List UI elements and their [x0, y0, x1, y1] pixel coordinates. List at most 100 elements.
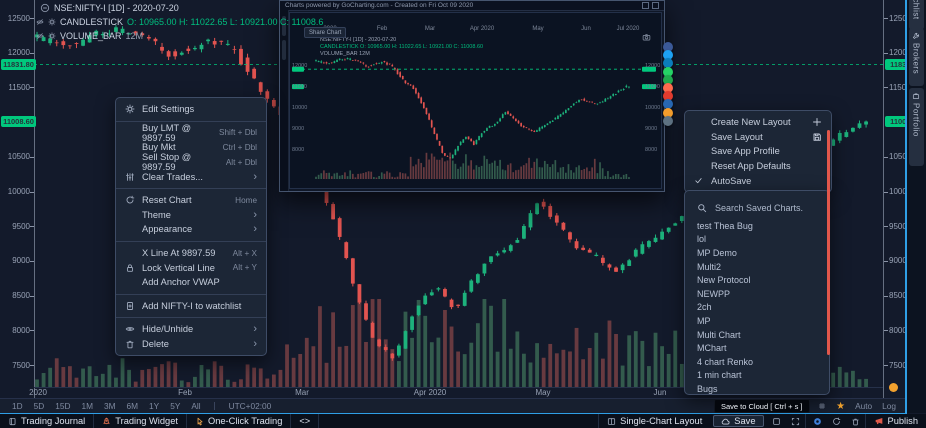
- publish-button[interactable]: Publish: [864, 414, 926, 428]
- menu-item-buy-mkt[interactable]: Buy Mkt Ctrl + Dbl: [116, 140, 266, 155]
- toolbar-button-one-click-trading[interactable]: One-Click Trading: [187, 414, 292, 428]
- single-chart-layout-button[interactable]: Single-Chart Layout: [598, 414, 710, 428]
- popup-legend-line: CANDLESTICK O: 10965.00 H: 11022.65 L: 1…: [320, 44, 484, 50]
- timeframe-button-1d[interactable]: 1D: [12, 401, 23, 412]
- saved-chart-item[interactable]: test Thea Bug: [697, 220, 753, 231]
- share-telegram-button[interactable]: [663, 58, 673, 69]
- share-linkedin-button[interactable]: [663, 99, 673, 110]
- refresh-button[interactable]: [827, 414, 846, 428]
- visibility-toggle-icon[interactable]: [36, 18, 44, 26]
- timeframe-button-3m[interactable]: 3M: [103, 401, 116, 412]
- timezone-button[interactable]: UTC+02:00: [228, 401, 272, 412]
- share-wechat-button[interactable]: [663, 74, 673, 85]
- menu-item-autosave[interactable]: AutoSave: [685, 173, 831, 188]
- share-pinterest-button[interactable]: [663, 91, 673, 102]
- menu-item-clear-trades[interactable]: Clear Trades... ›: [116, 169, 266, 184]
- watch-mode-button[interactable]: [767, 414, 786, 428]
- timeframe-button-1y[interactable]: 1Y: [149, 401, 160, 412]
- saved-chart-item[interactable]: MP Demo: [697, 247, 737, 258]
- popup-title-bar[interactable]: Charts powered by GoCharting.com - Creat…: [280, 1, 664, 11]
- saved-chart-item[interactable]: NEWPP: [697, 288, 731, 299]
- saved-chart-item[interactable]: MP: [697, 315, 711, 326]
- popup-close-icon[interactable]: [652, 2, 659, 9]
- share-blogger-button[interactable]: [663, 107, 673, 118]
- saved-chart-item[interactable]: Multi Chart: [697, 329, 741, 340]
- menu-item-add-anchor-vwap[interactable]: Add Anchor VWAP: [116, 275, 266, 290]
- share-chart-popup: Charts powered by GoCharting.com - Creat…: [279, 0, 665, 192]
- rocket-icon-slot: [102, 417, 111, 426]
- fullscreen-button[interactable]: [786, 414, 805, 428]
- menu-item-theme[interactable]: Theme ›: [116, 208, 266, 223]
- visibility-toggle-icon[interactable]: [36, 32, 44, 40]
- time-label: May: [535, 388, 551, 397]
- price-label: 10000: [7, 187, 30, 196]
- toolbar-button-trading-widget[interactable]: Trading Widget: [94, 414, 187, 428]
- saved-charts-scrollbar[interactable]: [827, 130, 830, 355]
- timeframe-button-15d[interactable]: 15D: [55, 401, 71, 412]
- saved-chart-item[interactable]: 1 min chart: [697, 370, 742, 381]
- menu-item-hide-unhide[interactable]: Hide/Unhide ›: [116, 322, 266, 337]
- pointer-icon-slot: [195, 417, 204, 426]
- toolbar-button-trading-journal[interactable]: Trading Journal: [0, 414, 95, 428]
- grid-settings-icon[interactable]: [818, 402, 826, 410]
- share-twitter-button[interactable]: [663, 50, 673, 61]
- popup-side-tab[interactable]: [282, 40, 286, 60]
- share-facebook-button[interactable]: [663, 42, 673, 52]
- timeframe-button-1m[interactable]: 1M: [81, 401, 93, 412]
- zoom-out-icon[interactable]: [40, 3, 50, 13]
- menu-item-x-line-at-9897-59[interactable]: X Line At 9897.59 Alt + X: [116, 246, 266, 261]
- study-volume-label: VOLUME_BAR: [60, 31, 122, 41]
- screen-record-button[interactable]: [808, 414, 827, 428]
- share-reddit-button[interactable]: [663, 83, 673, 93]
- clear-button[interactable]: [846, 414, 865, 428]
- sidebar-tab-portfolio[interactable]: Portfolio: [908, 88, 924, 166]
- menu-item-delete[interactable]: Delete ›: [116, 337, 266, 352]
- menu-item-buy-lmt-9897-59[interactable]: Buy LMT @ 9897.59 Shift + Dbl: [116, 123, 266, 143]
- menu-item-lock-vertical-line[interactable]: Lock Vertical Line Alt + Y: [116, 260, 266, 275]
- timeframe-button-6m[interactable]: 6M: [126, 401, 139, 412]
- share-tumblr-button[interactable]: [663, 115, 673, 126]
- camera-icon[interactable]: [642, 33, 651, 42]
- saved-chart-item[interactable]: New Protocol: [697, 275, 751, 286]
- study-settings-icon[interactable]: [48, 32, 56, 40]
- check-icon-slot: [694, 176, 711, 185]
- save-button[interactable]: Save: [713, 415, 764, 427]
- timeframe-button-5y[interactable]: 5Y: [170, 401, 181, 412]
- volume-value: 12M: [125, 31, 144, 41]
- popup-share-tab[interactable]: Share Chart: [304, 27, 347, 38]
- publish-button-label: Publish: [887, 416, 919, 426]
- sidebar-tab-brokers[interactable]: Brokers: [908, 28, 924, 86]
- popup-side-tab[interactable]: [282, 16, 286, 36]
- timeframe-button-all[interactable]: All: [191, 401, 201, 412]
- saved-chart-item[interactable]: 4 chart Renko: [697, 356, 754, 367]
- saved-chart-item[interactable]: 2ch: [697, 302, 712, 313]
- study-settings-icon[interactable]: [48, 18, 56, 26]
- scale-option-auto[interactable]: Auto: [855, 401, 873, 412]
- saved-chart-item[interactable]: Bugs: [697, 383, 718, 394]
- menu-item-reset-app-defaults[interactable]: Reset App Defaults: [685, 159, 831, 174]
- menu-item-edit-settings[interactable]: Edit Settings: [116, 102, 266, 117]
- scale-option-log[interactable]: Log: [882, 401, 896, 412]
- menu-item-appearance[interactable]: Appearance ›: [116, 222, 266, 237]
- timeframe-button-5d[interactable]: 5D: [33, 401, 45, 412]
- toolbar-button-<>[interactable]: <>: [291, 414, 320, 428]
- menu-item-label: Edit Settings: [142, 104, 195, 115]
- search-saved-charts-input[interactable]: Search Saved Charts.: [685, 195, 829, 219]
- popup-time-label: Apr 2020: [469, 26, 495, 32]
- popup-window-controls: [642, 2, 659, 9]
- menu-item-reset-chart[interactable]: Reset Chart Home: [116, 193, 266, 208]
- sidebar-tab-watchlist[interactable]: Watchlist: [908, 0, 924, 30]
- menu-item-add-nifty-i-to-watchlist[interactable]: Add NIFTY-I to watchlist: [116, 299, 266, 314]
- share-whatsapp-button[interactable]: [663, 66, 673, 77]
- briefcase-icon-slot: [912, 92, 920, 100]
- popup-expand-icon[interactable]: [642, 2, 649, 9]
- menu-item-create-new-layout[interactable]: Create New Layout: [685, 115, 831, 130]
- saved-chart-item[interactable]: Multi2: [697, 261, 722, 272]
- menu-item-save-layout[interactable]: Save Layout: [685, 130, 831, 145]
- favorite-star-icon[interactable]: ★: [836, 400, 846, 412]
- menu-item-save-app-profile[interactable]: Save App Profile: [685, 144, 831, 159]
- saved-chart-item[interactable]: MChart: [697, 343, 727, 354]
- notification-dot[interactable]: [889, 383, 898, 392]
- saved-chart-item[interactable]: lol: [697, 234, 707, 245]
- menu-item-sell-stop-9897-59[interactable]: Sell Stop @ 9897.59 Alt + Dbl: [116, 152, 266, 172]
